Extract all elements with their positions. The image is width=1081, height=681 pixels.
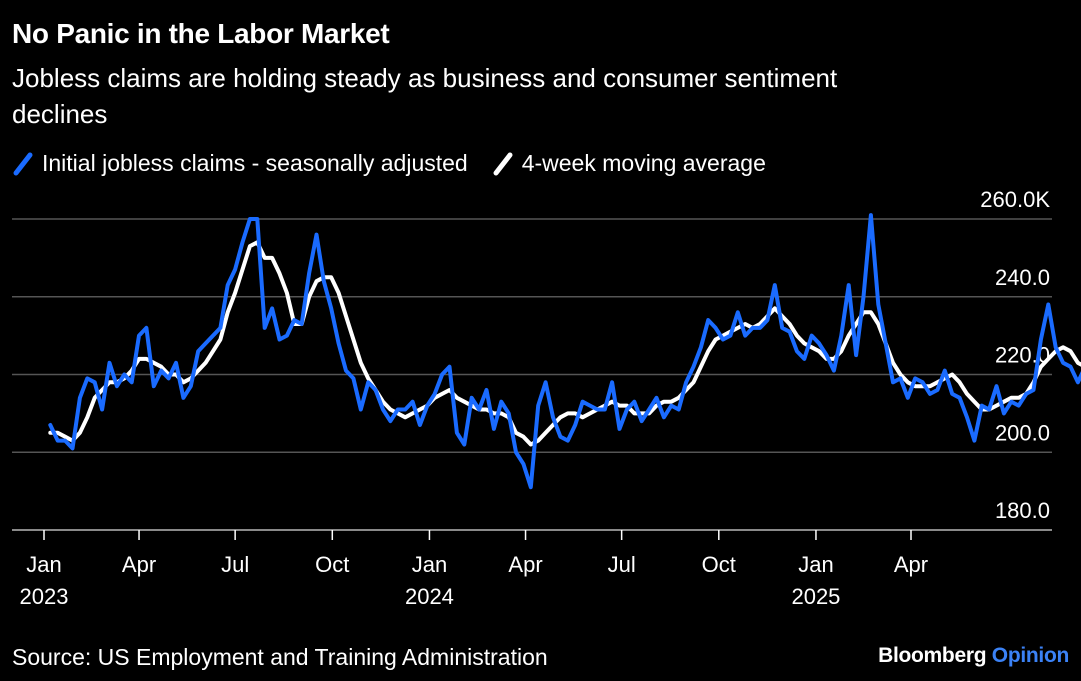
brand-logo: Bloomberg Opinion xyxy=(878,644,1069,668)
x-tick-label: Apr xyxy=(122,552,156,577)
average-line-icon xyxy=(493,152,513,175)
legend-label-average: 4-week moving average xyxy=(521,150,766,176)
x-tick-year-label: 2024 xyxy=(405,584,454,609)
x-tick-label: Jan xyxy=(412,552,447,577)
brand-name: Bloomberg xyxy=(878,644,987,667)
claims-line-icon xyxy=(13,152,33,175)
x-axis: Jan 2023 Apr Jul Oct Jan 2024 Apr Jul Oct Jan 2025 A… xyxy=(20,530,928,609)
series-lines xyxy=(48,213,1081,490)
x-tick-label: Jan xyxy=(798,552,833,577)
chart-legend: Initial jobless claims - seasonally adju… xyxy=(12,150,790,177)
legend-item-claims: Initial jobless claims - seasonally adju… xyxy=(12,150,468,177)
brand-suffix: Opinion xyxy=(991,644,1070,667)
x-tick-label: Apr xyxy=(508,552,542,577)
source-note: Source: US Employment and Training Admin… xyxy=(12,644,548,670)
y-tick-label: 180.0 xyxy=(995,498,1050,523)
x-tick-year-label: 2023 xyxy=(20,584,69,609)
legend-label-claims: Initial jobless claims - seasonally adju… xyxy=(42,150,468,176)
x-tick-label: Jul xyxy=(221,552,249,577)
x-tick-label: Oct xyxy=(315,552,349,577)
y-tick-label: 260.0K xyxy=(980,187,1050,212)
x-tick-label: Oct xyxy=(702,552,736,577)
y-tick-label: 200.0 xyxy=(995,420,1050,445)
chart-title: No Panic in the Labor Market xyxy=(12,18,390,49)
x-tick-label: Jul xyxy=(608,552,636,577)
chart-subtitle: Jobless claims are holding steady as bus… xyxy=(12,63,838,129)
legend-item-average: 4-week moving average xyxy=(492,150,766,177)
moving-average-line xyxy=(48,240,1081,447)
x-tick-year-label: 2025 xyxy=(791,584,840,609)
jobless-claims-line xyxy=(48,213,1081,490)
y-tick-label: 240.0 xyxy=(995,265,1050,290)
x-tick-label: Jan xyxy=(26,552,61,577)
x-tick-label: Apr xyxy=(894,552,928,577)
